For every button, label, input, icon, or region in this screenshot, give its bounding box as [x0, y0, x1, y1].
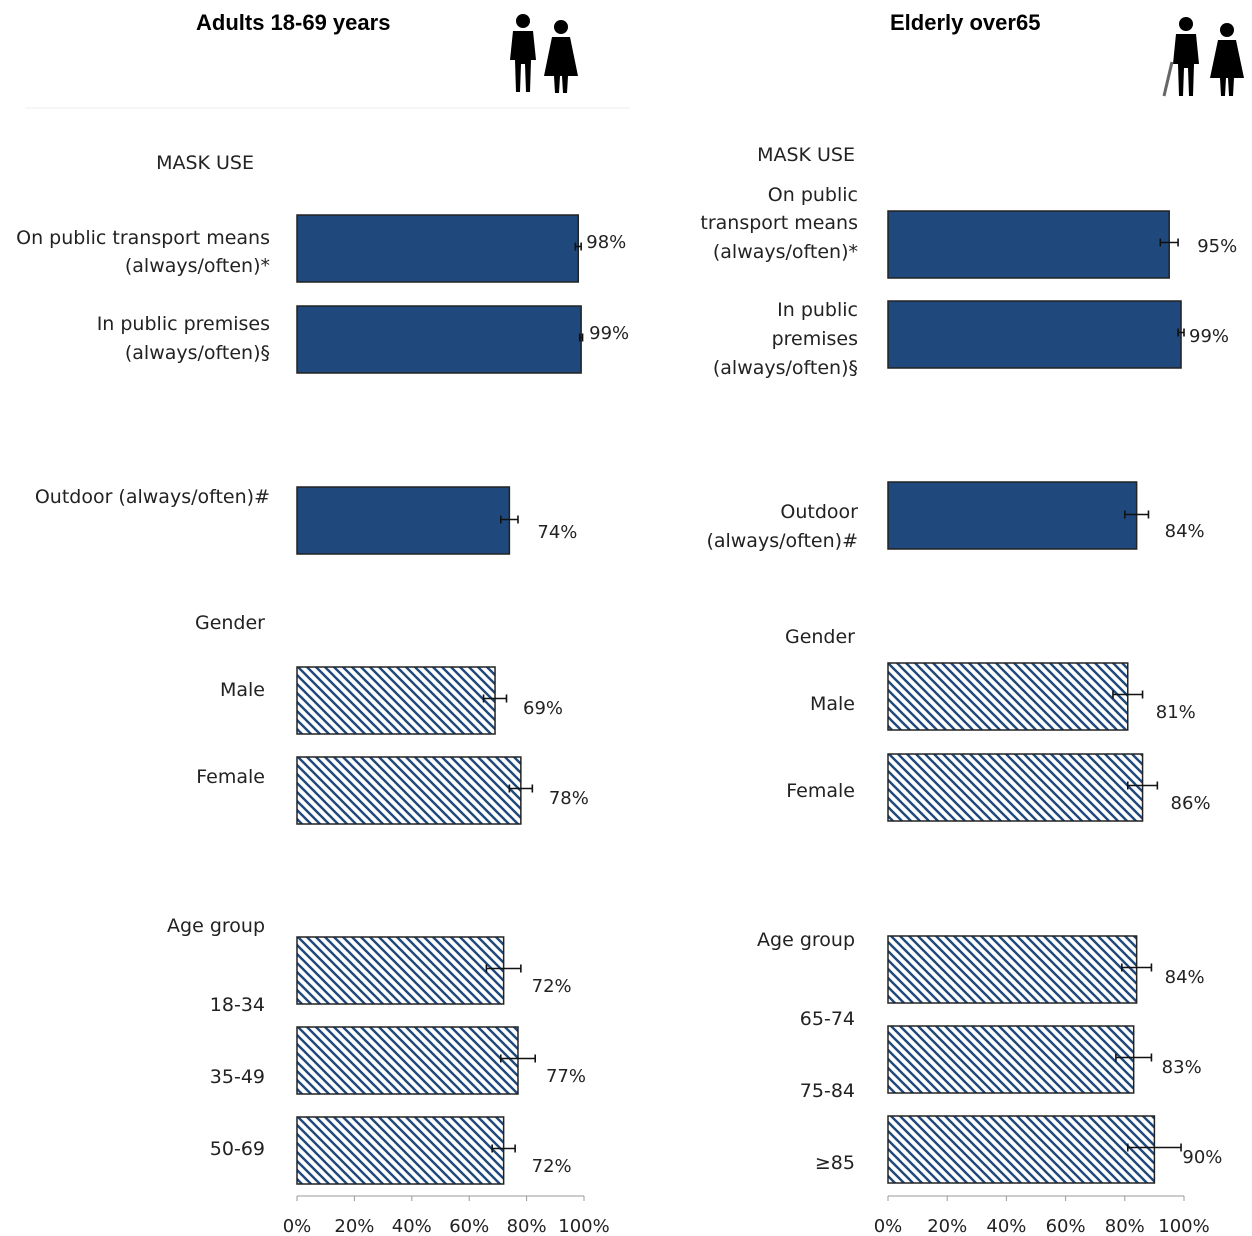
data-label: 78%: [549, 788, 589, 809]
data-label: 95%: [1197, 236, 1237, 257]
data-label: 83%: [1162, 1057, 1202, 1078]
bar: [887, 300, 1182, 369]
category-label: On public transport means: [16, 227, 270, 249]
data-label: 74%: [537, 522, 577, 543]
category-label: In public: [777, 299, 858, 321]
x-tick-label: 100%: [1158, 1216, 1209, 1236]
category-label: ≥85: [815, 1152, 855, 1174]
category-label: In public premises: [97, 313, 270, 335]
data-label: 81%: [1156, 702, 1196, 723]
category-label: On public: [768, 184, 858, 206]
category-label: 75-84: [800, 1080, 855, 1102]
bar: [887, 481, 1138, 550]
data-label: 69%: [523, 698, 563, 719]
group-label: Gender: [785, 626, 855, 648]
group-label: Age group: [757, 929, 855, 951]
x-tick-label: 40%: [986, 1216, 1026, 1236]
x-tick-label: 0%: [283, 1216, 312, 1236]
category-label: transport means: [700, 212, 858, 234]
data-label: 84%: [1165, 521, 1205, 542]
category-label: Male: [810, 693, 855, 715]
category-label: Female: [786, 780, 855, 802]
x-tick-label: 20%: [927, 1216, 967, 1236]
bar: [887, 753, 1144, 822]
category-label: 50-69: [210, 1138, 265, 1160]
couple-icon: [510, 14, 578, 93]
bar: [887, 1025, 1135, 1094]
group-label: Gender: [195, 612, 265, 634]
x-tick-label: 100%: [558, 1216, 609, 1236]
category-label: 35-49: [210, 1066, 265, 1088]
category-label: 65-74: [800, 1008, 855, 1030]
x-tick-label: 40%: [392, 1216, 432, 1236]
data-label: 72%: [532, 976, 572, 997]
data-label: 99%: [1189, 326, 1229, 347]
x-tick-label: 60%: [1046, 1216, 1086, 1236]
category-label: (always/often)#: [706, 530, 858, 552]
bar: [296, 1026, 519, 1095]
bar: [296, 756, 522, 825]
bar: [887, 935, 1138, 1004]
bar: [296, 486, 511, 555]
data-label: 72%: [532, 1156, 572, 1177]
left-panel-title: Adults 18-69 years: [196, 10, 391, 35]
group-label: MASK USE: [156, 152, 254, 174]
x-tick-label: 80%: [507, 1216, 547, 1236]
category-label: Outdoor: [780, 501, 858, 523]
group-label: MASK USE: [757, 144, 855, 166]
data-label: 99%: [589, 323, 629, 344]
bar: [296, 305, 582, 374]
group-label: Age group: [167, 915, 265, 937]
category-label: (always/often)*: [125, 255, 270, 277]
category-label: (always/often)§: [125, 342, 270, 364]
x-tick-label: 80%: [1105, 1216, 1145, 1236]
category-label: 18-34: [210, 994, 265, 1016]
x-tick-label: 0%: [874, 1216, 903, 1236]
category-label: Outdoor (always/often)#: [35, 486, 270, 508]
elderly-couple-icon: [1162, 17, 1244, 97]
bar: [887, 662, 1129, 731]
data-label: 84%: [1165, 967, 1205, 988]
x-tick-label: 60%: [449, 1216, 489, 1236]
category-label: (always/often)§: [713, 357, 858, 379]
right-panel-title: Elderly over65: [890, 10, 1041, 35]
data-label: 90%: [1182, 1147, 1222, 1168]
bar: [296, 214, 580, 283]
category-label: Female: [196, 766, 265, 788]
x-tick-label: 20%: [334, 1216, 374, 1236]
bar: [887, 1115, 1156, 1184]
bar: [296, 936, 505, 1005]
category-label: premises: [772, 328, 858, 350]
bar: [887, 210, 1170, 279]
category-label: (always/often)*: [713, 241, 858, 263]
data-label: 77%: [546, 1066, 586, 1087]
bar: [296, 666, 496, 735]
category-label: Male: [220, 679, 265, 701]
data-label: 98%: [586, 232, 626, 253]
bar: [296, 1116, 505, 1185]
data-label: 86%: [1171, 793, 1211, 814]
